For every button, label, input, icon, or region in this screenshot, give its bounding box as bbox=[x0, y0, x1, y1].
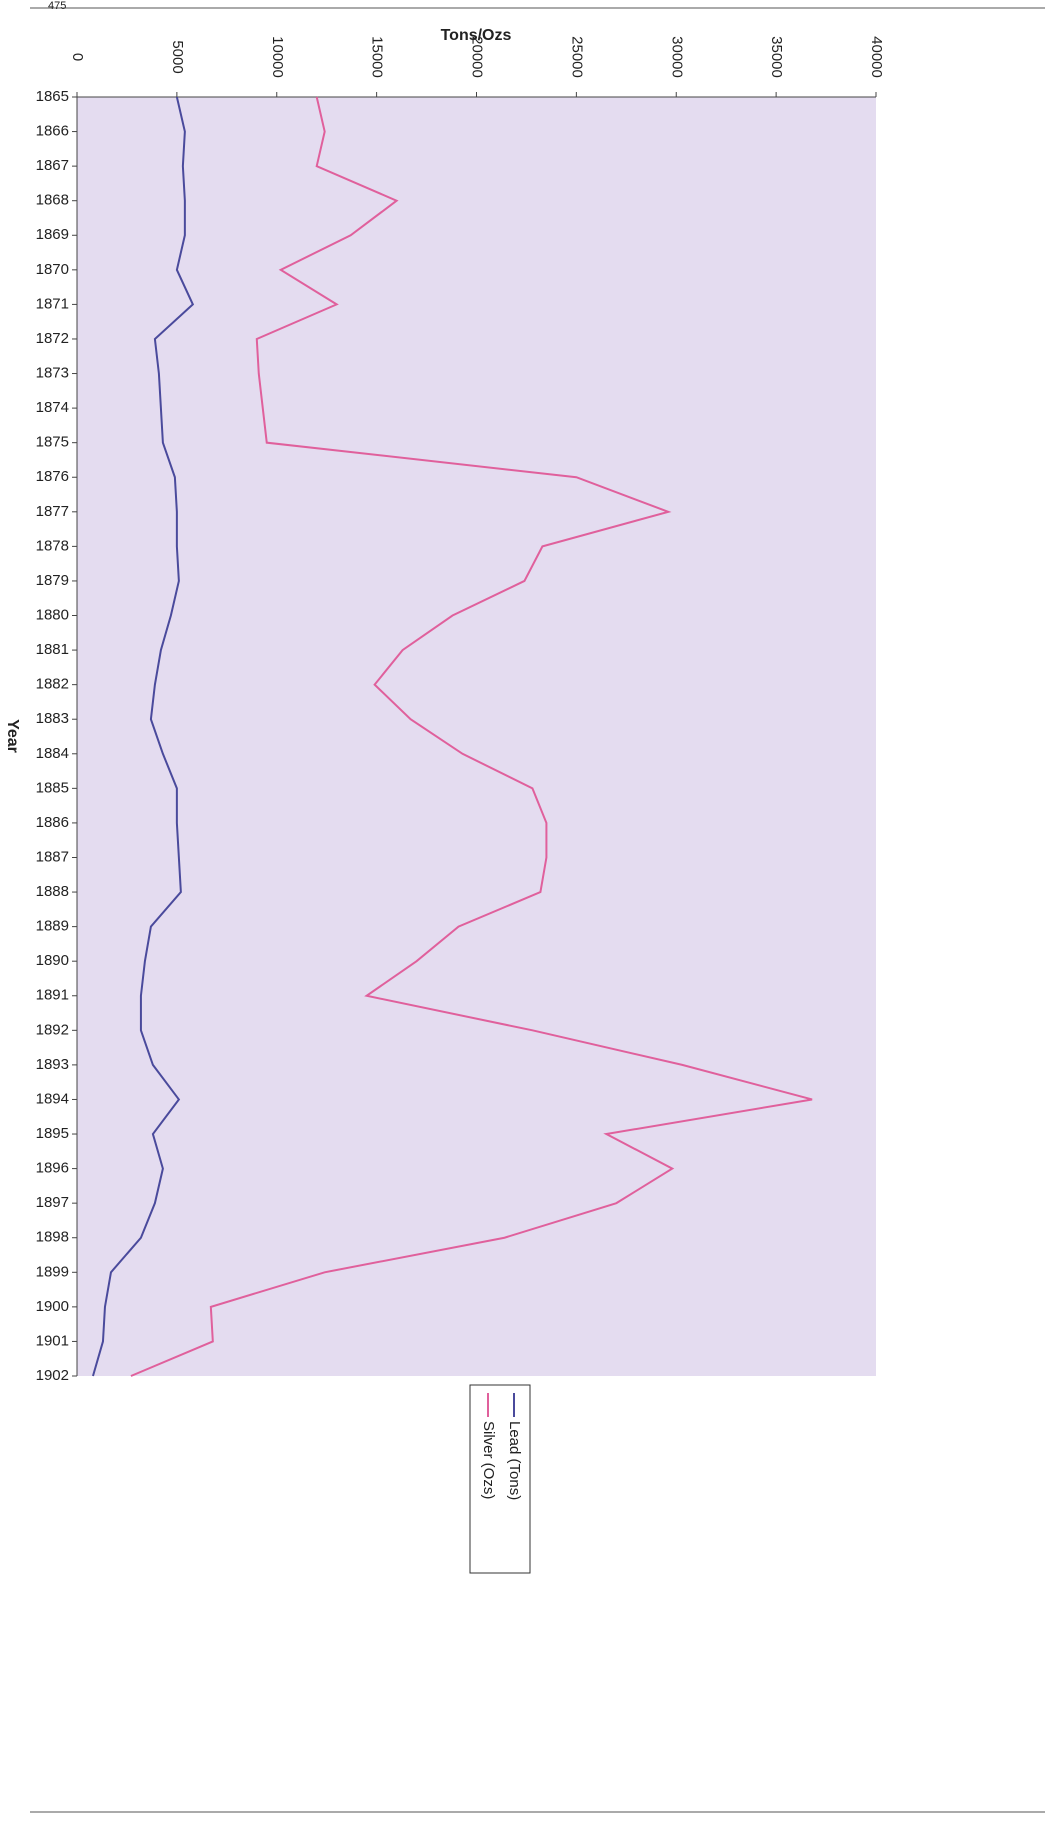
y-tick-label: 1879 bbox=[36, 572, 69, 589]
y-tick-label: 1870 bbox=[36, 261, 69, 278]
y-tick-label: 1877 bbox=[36, 503, 69, 520]
y-axis-title: Year bbox=[4, 719, 21, 753]
page-number: 475 bbox=[48, 0, 66, 12]
x-tick-label: 0 bbox=[69, 53, 86, 61]
legend-label: Silver (Ozs) bbox=[480, 1421, 497, 1499]
y-tick-label: 1876 bbox=[36, 468, 69, 485]
y-tick-label: 1891 bbox=[36, 987, 69, 1004]
y-tick-label: 1885 bbox=[36, 779, 69, 796]
y-tick-label: 1867 bbox=[36, 157, 69, 174]
y-tick-label: 1881 bbox=[36, 641, 69, 658]
y-tick-label: 1898 bbox=[36, 1229, 69, 1246]
y-tick-label: 1884 bbox=[36, 745, 69, 762]
legend: Lead (Tons) Silver (Ozs) bbox=[469, 1384, 531, 1574]
y-tick-label: 1875 bbox=[36, 434, 69, 451]
y-tick-label: 1868 bbox=[36, 192, 69, 209]
y-tick-label: 1872 bbox=[36, 330, 69, 347]
y-tick-label: 1873 bbox=[36, 365, 69, 382]
y-tick-label: 1889 bbox=[36, 918, 69, 935]
y-tick-label: 1892 bbox=[36, 1021, 69, 1038]
y-tick-label: 1874 bbox=[36, 399, 69, 416]
y-tick-label: 1888 bbox=[36, 883, 69, 900]
series-line bbox=[130, 96, 813, 1377]
series-line bbox=[92, 96, 195, 1377]
y-tick-label: 1871 bbox=[36, 295, 69, 312]
x-tick-label: 10000 bbox=[269, 36, 286, 78]
y-tick-label: 1902 bbox=[36, 1367, 69, 1384]
x-tick-label: 25000 bbox=[568, 36, 585, 78]
y-tick-label: 1899 bbox=[36, 1263, 69, 1280]
y-tick-label: 1869 bbox=[36, 226, 69, 243]
y-tick-label: 1897 bbox=[36, 1194, 69, 1211]
x-tick-label: 40000 bbox=[868, 36, 885, 78]
x-axis-title: Tons/Ozs bbox=[441, 27, 512, 44]
y-tick-label: 1865 bbox=[36, 88, 69, 105]
y-tick-label: 1894 bbox=[36, 1090, 69, 1107]
y-tick-label: 1886 bbox=[36, 814, 69, 831]
x-tick-label: 5000 bbox=[169, 40, 186, 73]
y-tick-label: 1900 bbox=[36, 1298, 69, 1315]
y-tick-label: 1895 bbox=[36, 1125, 69, 1142]
y-tick-label: 1880 bbox=[36, 606, 69, 623]
y-tick-label: 1883 bbox=[36, 710, 69, 727]
x-tick-label: 15000 bbox=[369, 36, 386, 78]
legend-box bbox=[469, 1384, 531, 1574]
y-tick-label: 1890 bbox=[36, 952, 69, 969]
y-tick-label: 1896 bbox=[36, 1160, 69, 1177]
legend-label: Lead (Tons) bbox=[506, 1421, 523, 1500]
y-tick-label: 1866 bbox=[36, 123, 69, 140]
y-tick-label: 1893 bbox=[36, 1056, 69, 1073]
y-tick-label: 1882 bbox=[36, 676, 69, 693]
x-tick-label: 35000 bbox=[768, 36, 785, 78]
x-tick-label: 20000 bbox=[469, 36, 486, 78]
y-tick-label: 1887 bbox=[36, 848, 69, 865]
plot-area bbox=[77, 97, 876, 1376]
y-tick-label: 1878 bbox=[36, 537, 69, 554]
y-tick-label: 1901 bbox=[36, 1332, 69, 1349]
x-tick-label: 30000 bbox=[668, 36, 685, 78]
